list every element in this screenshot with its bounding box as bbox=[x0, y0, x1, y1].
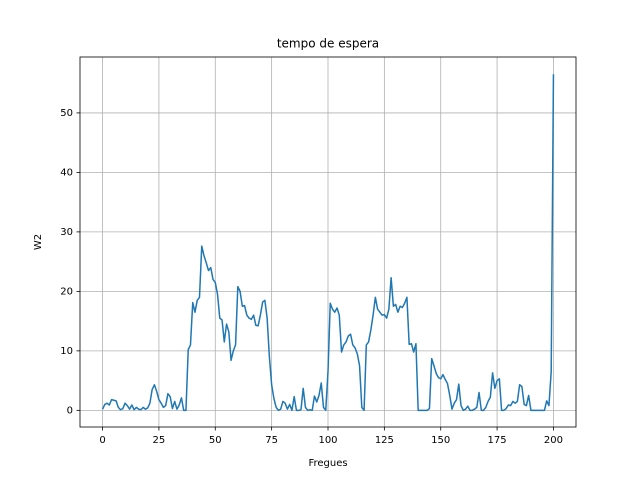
x-tick-label: 200 bbox=[544, 435, 563, 446]
y-tick-label: 0 bbox=[67, 405, 73, 416]
y-tick-label: 30 bbox=[60, 227, 73, 238]
x-tick-label: 25 bbox=[153, 435, 166, 446]
x-axis-label: Fregues bbox=[308, 458, 347, 469]
x-tick-label: 0 bbox=[99, 435, 105, 446]
y-axis-label: W2 bbox=[33, 234, 44, 250]
data-line bbox=[101, 74, 555, 412]
chart-title: tempo de espera bbox=[277, 37, 379, 51]
y-tick-label: 10 bbox=[60, 346, 73, 357]
y-tick-label: 20 bbox=[60, 286, 73, 297]
x-tick-label: 125 bbox=[375, 435, 394, 446]
plot-frame bbox=[79, 56, 577, 428]
x-tick-label: 150 bbox=[431, 435, 450, 446]
x-tick-label: 75 bbox=[265, 435, 278, 446]
y-tick-label: 50 bbox=[60, 108, 73, 119]
x-tick-label: 175 bbox=[488, 435, 507, 446]
x-tick-label: 50 bbox=[209, 435, 222, 446]
x-tick-label: 100 bbox=[318, 435, 337, 446]
y-tick-label: 40 bbox=[60, 167, 73, 178]
